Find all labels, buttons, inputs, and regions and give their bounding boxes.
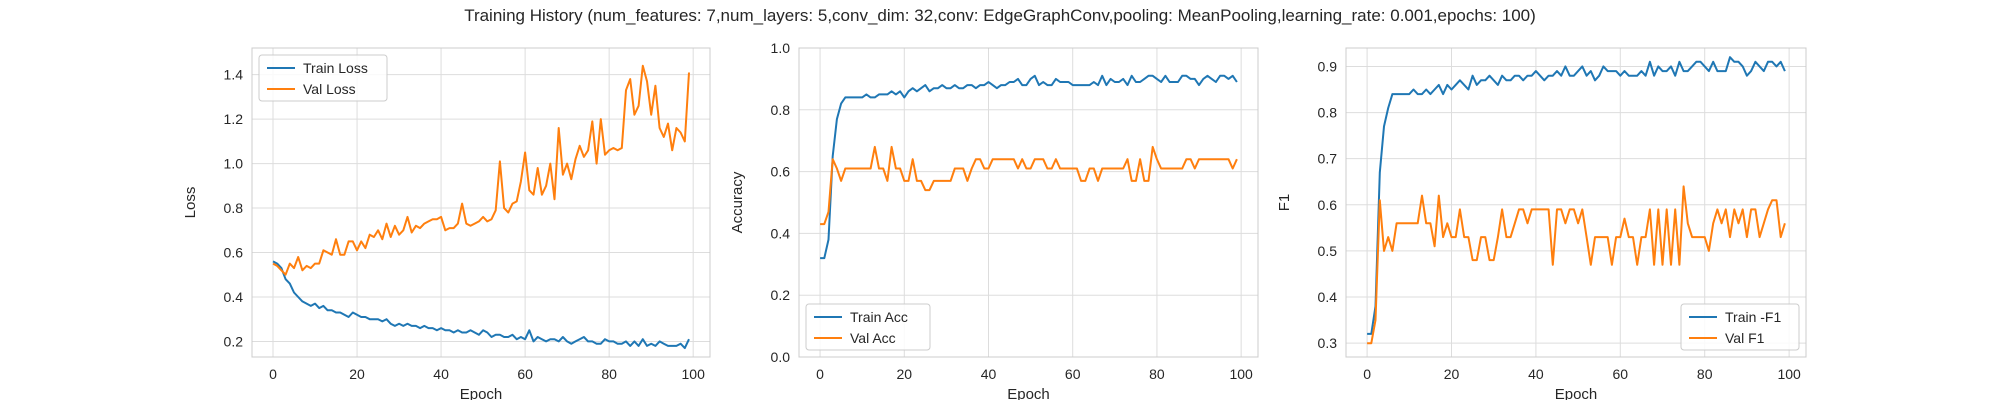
f1-legend-label-2: Val F1 [1725,330,1765,346]
f1-y-tick-label: 0.6 [1318,197,1338,213]
accuracy-y-tick-label: 0.6 [771,164,791,180]
accuracy-x-tick-label: 0 [816,366,824,382]
accuracy-plot-frame [798,47,1259,358]
f1-x-tick-label: 80 [1697,366,1713,382]
loss-legend-label-2: Val Loss [303,81,356,97]
f1-y-axis-label: F1 [1276,194,1293,212]
accuracy-y-tick-label: 0.8 [771,102,791,118]
accuracy-y-tick-label: 0.2 [771,287,791,303]
loss-y-tick-label: 1.2 [224,111,244,127]
f1-plot-frame [1345,47,1807,358]
accuracy-y-tick-label: 1.0 [771,40,791,56]
loss-series-line-2 [272,64,690,276]
loss-y-tick-label: 0.6 [224,245,244,261]
f1-chart: 0.3 0.4 0.5 0.6 0.7 0.8 0.9 0 20 40 60 80 100 Epoch F1… [1276,47,1807,400]
loss-x-tick-label: 0 [269,366,277,382]
f1-y-tick-label: 0.7 [1318,151,1338,167]
accuracy-y-axis-label: Accuracy [729,171,746,233]
accuracy-series-line-2 [820,145,1238,226]
loss-x-axis-label: Epoch [460,386,503,400]
accuracy-y-tick-label: 0.4 [771,225,791,241]
accuracy-legend-label-2: Val Acc [850,330,896,346]
accuracy-x-tick-label: 100 [1229,366,1253,382]
accuracy-x-tick-label: 20 [896,366,912,382]
accuracy-legend-label-1: Train Acc [850,309,908,325]
loss-series-line-1 [272,260,690,350]
loss-legend-label-1: Train Loss [303,60,368,76]
loss-x-tick-label: 100 [682,366,706,382]
f1-y-tick-label: 0.5 [1318,243,1338,259]
loss-legend: Train Loss Val Loss [258,54,388,102]
accuracy-y-tick-label: 0.0 [771,349,791,365]
f1-x-tick-label: 60 [1613,366,1629,382]
f1-legend: Train -F1 Val F1 [1680,303,1800,351]
f1-legend-label-1: Train -F1 [1725,309,1781,325]
loss-y-tick-label: 1.4 [224,67,244,83]
f1-y-tick-label: 0.8 [1318,105,1338,121]
loss-plot-frame [251,47,711,358]
loss-y-tick-label: 0.4 [224,289,244,305]
f1-x-tick-label: 0 [1363,366,1371,382]
f1-x-tick-label: 40 [1528,366,1544,382]
loss-x-tick-label: 60 [517,366,533,382]
loss-x-tick-label: 80 [601,366,617,382]
f1-x-tick-label: 20 [1444,366,1460,382]
accuracy-x-axis-label: Epoch [1007,386,1050,400]
accuracy-x-tick-label: 60 [1065,366,1081,382]
loss-y-tick-label: 0.8 [224,200,244,216]
f1-series-line-1 [1367,56,1786,335]
loss-y-tick-label: 0.2 [224,333,244,349]
f1-x-axis-label: Epoch [1555,386,1598,400]
accuracy-x-tick-label: 80 [1149,366,1165,382]
accuracy-legend: Train Acc Val Acc [805,303,931,351]
f1-x-tick-label: 100 [1777,366,1801,382]
f1-y-tick-label: 0.4 [1318,289,1338,305]
loss-x-tick-label: 20 [349,366,365,382]
f1-y-tick-label: 0.9 [1318,58,1338,74]
accuracy-x-tick-label: 40 [981,366,997,382]
loss-chart: 0.2 0.4 0.6 0.8 1.0 1.2 1.4 0 20 40 60 80 100 Epoch Lo… [182,47,711,400]
loss-y-tick-label: 1.0 [224,156,244,172]
f1-y-tick-label: 0.3 [1318,335,1338,351]
loss-x-tick-label: 40 [433,366,449,382]
figure-title: Training History (num_features: 7,num_la… [464,6,1536,25]
f1-series-line-2 [1367,185,1786,345]
loss-y-axis-label: Loss [182,187,199,219]
accuracy-chart: 0.0 0.2 0.4 0.6 0.8 1.0 0 20 40 60 80 100 Epoch Accur… [729,40,1259,400]
accuracy-series-line-1 [820,74,1238,260]
